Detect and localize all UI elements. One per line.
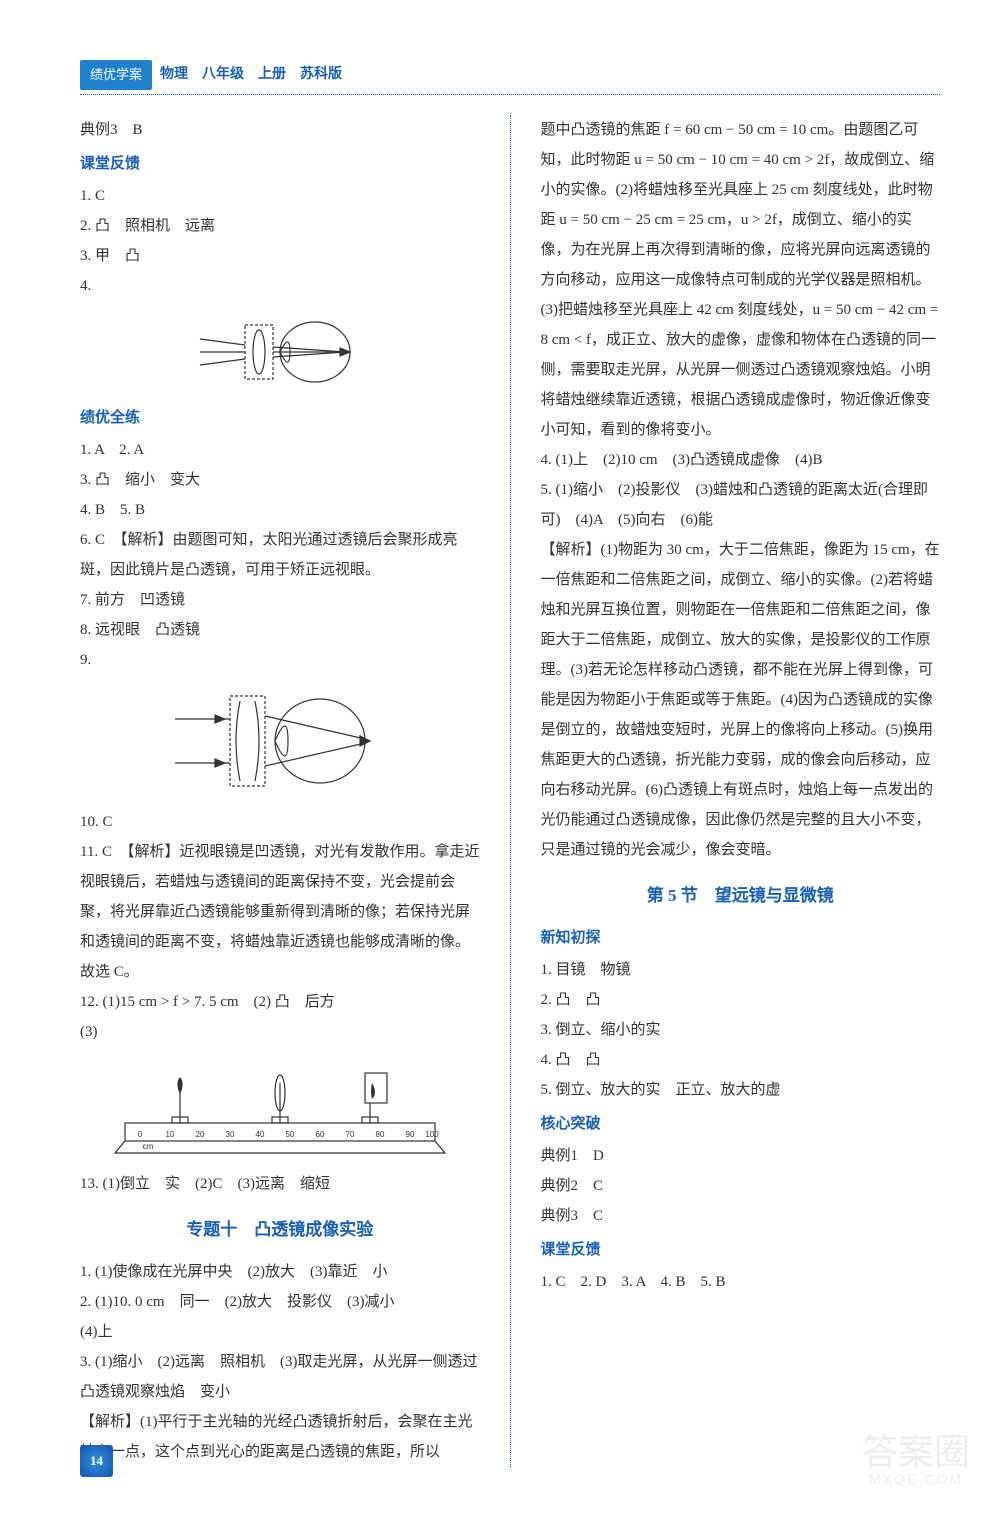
new-item: 4. 凸 凸 xyxy=(541,1045,941,1075)
optical-bench-diagram: 0 10 20 30 40 50 60 70 80 90 100 cm xyxy=(110,1053,450,1163)
fb-item: 2. 凸 照相机 远离 xyxy=(80,211,480,241)
example-3: 典例3 B xyxy=(80,115,480,145)
page-number: 14 xyxy=(80,1445,113,1477)
practice-item: 11. C 【解析】近视眼镜是凹透镜，对光有发散作用。拿走近视眼镜后，若蜡烛与透… xyxy=(80,837,480,987)
feedback-answers: 1. C 2. D 3. A 4. B 5. B xyxy=(541,1267,941,1297)
answer-item: 5. (1)缩小 (2)投影仪 (3)蜡烛和凸透镜的距离太近(合理即可) (4)… xyxy=(541,475,941,535)
svg-text:50: 50 xyxy=(285,1130,294,1139)
new-item: 5. 倒立、放大的实 正立、放大的虚 xyxy=(541,1075,941,1105)
practice-item: 6. C 【解析】由题图可知，太阳光通过透镜后会聚形成亮斑，因此镜片是凸透镜，可… xyxy=(80,525,480,585)
left-column: 典例3 B 课堂反馈 1. C 2. 凸 照相机 远离 3. 甲 凸 4. 绩优… xyxy=(80,115,490,1467)
svg-text:10: 10 xyxy=(165,1130,174,1139)
new-item: 1. 目镜 物镜 xyxy=(541,955,941,985)
section-new: 新知初探 xyxy=(541,923,941,953)
core-item: 典例3 C xyxy=(541,1201,941,1231)
svg-text:cm: cm xyxy=(142,1142,153,1151)
watermark-sub: MXQE.COM xyxy=(862,1472,970,1487)
answer-item: 4. (1)上 (2)10 cm (3)凸透镜成虚像 (4)B xyxy=(541,445,941,475)
practice-item: 3. 凸 缩小 变大 xyxy=(80,465,480,495)
practice-item: (3) xyxy=(80,1017,480,1047)
svg-text:20: 20 xyxy=(195,1130,204,1139)
answer-explanation: 【解析】(1)物距为 30 cm，大于二倍焦距，像距为 15 cm，在一倍焦距和… xyxy=(541,535,941,865)
page-header: 绩优学案 物理 八年级 上册 苏科版 xyxy=(80,60,940,95)
svg-text:60: 60 xyxy=(315,1130,324,1139)
svg-text:90: 90 xyxy=(405,1130,414,1139)
practice-item: 9. xyxy=(80,645,480,675)
svg-text:80: 80 xyxy=(375,1130,384,1139)
fb-item: 4. xyxy=(80,271,480,301)
right-column: 题中凸透镜的焦距 f = 60 cm − 50 cm = 10 cm。由题图乙可… xyxy=(531,115,941,1467)
topic-item: 3. (1)缩小 (2)远离 照相机 (3)取走光屏，从光屏一侧透过凸透镜观察烛… xyxy=(80,1347,480,1407)
header-badge: 绩优学案 xyxy=(80,60,152,90)
eye-diagram-2 xyxy=(170,681,390,801)
section-core: 核心突破 xyxy=(541,1109,941,1139)
svg-text:70: 70 xyxy=(345,1130,354,1139)
core-item: 典例2 C xyxy=(541,1171,941,1201)
new-item: 2. 凸 凸 xyxy=(541,985,941,1015)
svg-text:0: 0 xyxy=(138,1130,143,1139)
practice-item: 12. (1)15 cm > f > 7. 5 cm (2) 凸 后方 xyxy=(80,987,480,1017)
svg-text:100: 100 xyxy=(425,1130,439,1139)
section-5-title: 第 5 节 望远镜与显微镜 xyxy=(541,879,941,913)
practice-item: 13. (1)倒立 实 (2)C (3)远离 缩短 xyxy=(80,1169,480,1199)
practice-item: 8. 远视眼 凸透镜 xyxy=(80,615,480,645)
continuation-text: 题中凸透镜的焦距 f = 60 cm − 50 cm = 10 cm。由题图乙可… xyxy=(541,115,941,445)
practice-item: 4. B 5. B xyxy=(80,495,480,525)
svg-text:40: 40 xyxy=(255,1130,264,1139)
topic-10-title: 专题十 凸透镜成像实验 xyxy=(80,1213,480,1247)
watermark-main: 答案圈 xyxy=(862,1432,970,1472)
topic-item: 2. (1)10. 0 cm 同一 (2)放大 投影仪 (3)减小 xyxy=(80,1287,480,1317)
topic-item: 1. (1)使像成在光屏中央 (2)放大 (3)靠近 小 xyxy=(80,1257,480,1287)
eye-diagram-1 xyxy=(190,307,370,397)
header-title: 物理 八年级 上册 苏科版 xyxy=(160,61,342,89)
section-feedback-2: 课堂反馈 xyxy=(541,1235,941,1265)
content-columns: 典例3 B 课堂反馈 1. C 2. 凸 照相机 远离 3. 甲 凸 4. 绩优… xyxy=(80,115,940,1467)
fb-item: 1. C xyxy=(80,181,480,211)
watermark: 答案圈 MXQE.COM xyxy=(862,1432,970,1487)
practice-item: 1. A 2. A xyxy=(80,435,480,465)
topic-item: 【解析】(1)平行于主光轴的光经凸透镜折射后，会聚在主光轴上一点，这个点到光心的… xyxy=(80,1407,480,1467)
svg-text:30: 30 xyxy=(225,1130,234,1139)
practice-item: 10. C xyxy=(80,807,480,837)
section-feedback: 课堂反馈 xyxy=(80,149,480,179)
column-divider xyxy=(510,115,511,1467)
section-practice: 绩优全练 xyxy=(80,403,480,433)
fb-item: 3. 甲 凸 xyxy=(80,241,480,271)
new-item: 3. 倒立、缩小的实 xyxy=(541,1015,941,1045)
practice-item: 7. 前方 凹透镜 xyxy=(80,585,480,615)
core-item: 典例1 D xyxy=(541,1141,941,1171)
topic-item: (4)上 xyxy=(80,1317,480,1347)
